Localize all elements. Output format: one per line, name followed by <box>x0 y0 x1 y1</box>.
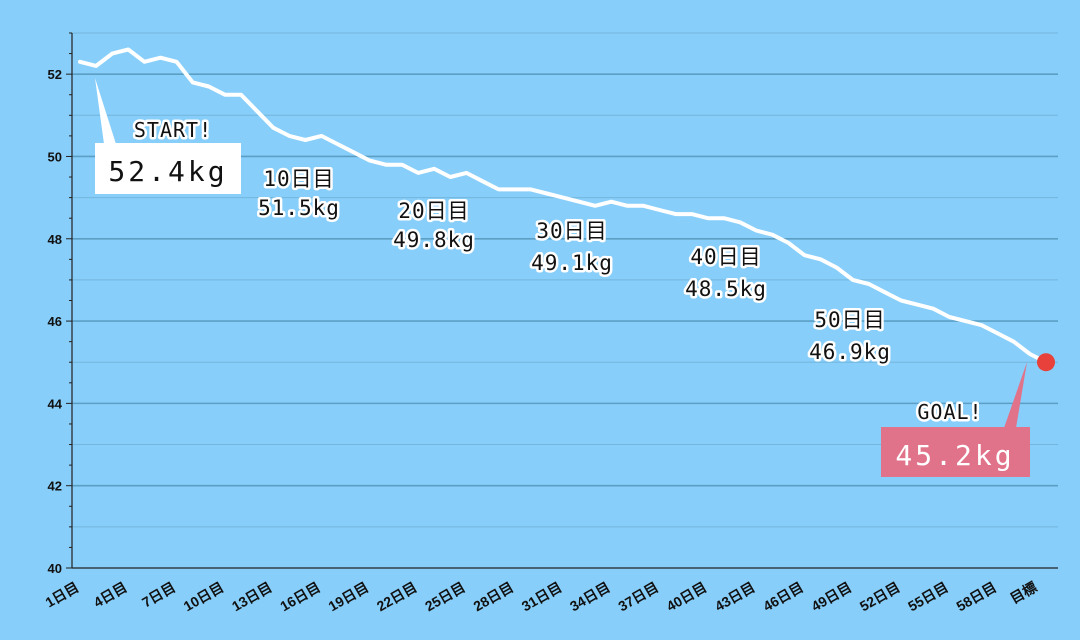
milestone-day: 30日目 <box>536 219 607 243</box>
y-tick-label: 40 <box>48 561 62 576</box>
start-label: START! <box>134 118 212 142</box>
milestone-day: 40日目 <box>690 245 761 269</box>
milestone-weight: 51.5kg <box>258 196 340 220</box>
start-value-box <box>95 143 241 194</box>
annotations: START! 52.4kg GOAL! 45.2kg 10日目 51.5kg 20日目 49.… <box>95 78 1030 477</box>
x-tick-label: 13日目 <box>229 579 275 615</box>
y-tick-label: 46 <box>48 314 62 329</box>
x-tick-label: 52日目 <box>857 579 903 615</box>
x-tick-label: 37日目 <box>615 579 661 615</box>
y-tick-label: 48 <box>48 232 62 247</box>
y-tick-label: 50 <box>48 149 62 164</box>
x-tick-label: 目標 <box>1007 579 1039 607</box>
x-tick-label: 43日目 <box>712 579 758 615</box>
weight-series <box>78 47 1055 372</box>
milestone-weight: 48.5kg <box>685 277 767 301</box>
goal-label: GOAL! <box>917 400 982 424</box>
y-tick-label: 42 <box>48 479 62 494</box>
y-tick-label: 52 <box>48 67 62 82</box>
x-tick-label: 1日目 <box>42 579 81 611</box>
x-tick-label: 58日目 <box>953 579 999 615</box>
weight-line <box>78 47 1048 365</box>
x-tick-label: 55日目 <box>905 579 951 615</box>
milestone-weight: 49.1kg <box>531 251 613 275</box>
y-tick-labels: 40 42 44 46 48 50 52 <box>48 67 63 576</box>
x-tick-label: 22日目 <box>374 579 420 615</box>
milestone-weight: 49.8kg <box>393 228 475 252</box>
grid-lines <box>72 32 1058 528</box>
x-tick-label: 4日目 <box>91 579 130 611</box>
goal-marker <box>1037 353 1055 372</box>
x-tick-label: 10日目 <box>181 579 227 615</box>
x-tick-labels: 1日目 4日目 7日目 10日目 13日目 16日目 19日目 22日目 25日目 28日目 31日… <box>42 579 1039 615</box>
x-tick-label: 49日目 <box>809 579 855 615</box>
goal-callout-pointer <box>1004 362 1027 428</box>
x-tick-label: 28日目 <box>470 579 516 615</box>
y-axis <box>66 32 1058 569</box>
milestone-weight: 46.9kg <box>809 340 891 364</box>
x-tick-label: 16日目 <box>277 579 323 615</box>
x-tick-label: 7日目 <box>139 579 178 611</box>
milestone-day: 50日目 <box>814 308 885 332</box>
x-tick-label: 46日目 <box>760 579 806 615</box>
goal-value: 45.2kg <box>895 439 1014 472</box>
x-tick-label: 31日目 <box>519 579 565 615</box>
goal-value-box <box>881 427 1030 477</box>
start-callout-pointer <box>95 78 116 144</box>
start-value: 52.4kg <box>108 155 227 188</box>
x-tick-label: 40日目 <box>664 579 710 615</box>
x-tick-label: 34日目 <box>567 579 613 615</box>
milestone-day: 10日目 <box>263 167 334 191</box>
x-tick-label: 25日目 <box>422 579 468 615</box>
x-tick-label: 19日目 <box>326 579 372 615</box>
milestone-day: 20日目 <box>398 199 469 223</box>
y-tick-label: 44 <box>48 396 63 411</box>
